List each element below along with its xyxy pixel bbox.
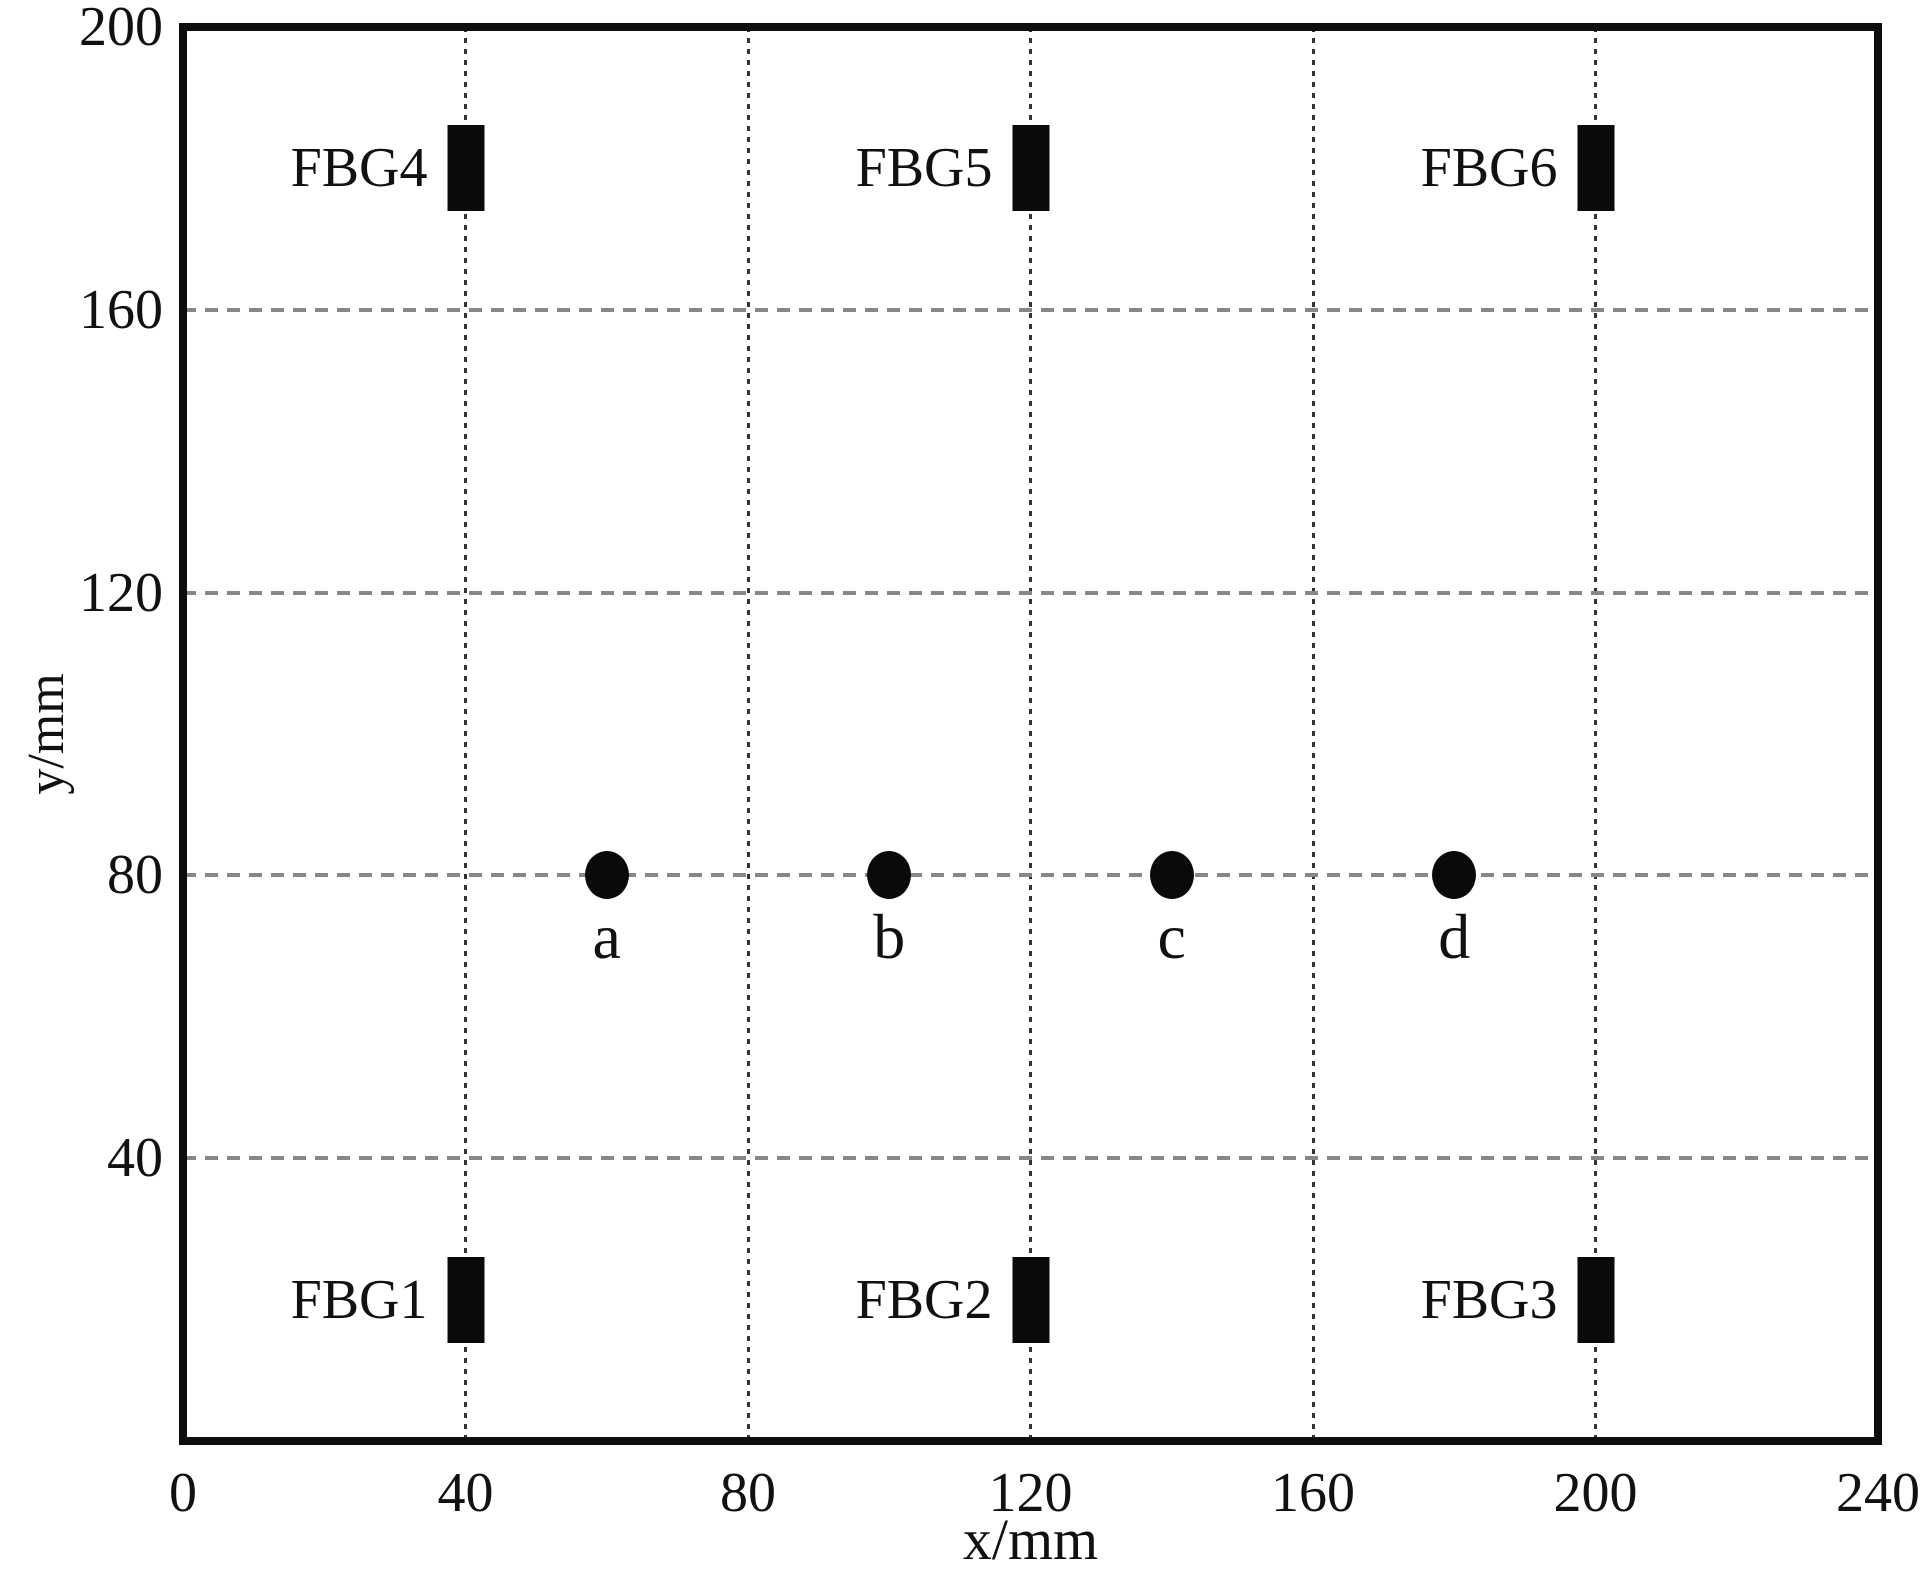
loading-point-label: d [1438,901,1471,973]
horizontal-gridline [183,1156,1878,1161]
loading-point-marker [867,851,912,900]
y-tick-label: 200 [79,0,163,58]
vertical-gridline [1594,27,1597,1441]
vertical-gridline [746,27,750,1441]
x-tick-label: 120 [988,1462,1073,1524]
fbg-sensor-marker [1012,125,1049,212]
x-tick-label: 200 [1553,1462,1638,1524]
fbg-sensor-marker [447,125,484,212]
fbg-sensor-marker [1012,1256,1049,1343]
fbg-sensor-label: FBG1 [290,1268,428,1331]
fbg-sensor-marker [1577,125,1614,212]
x-tick-label: 80 [720,1462,776,1524]
loading-point-marker [584,851,629,900]
fbg-sensor-label: FBG3 [1420,1268,1558,1331]
fbg-sensor-marker [1577,1256,1614,1343]
x-tick-label: 240 [1836,1462,1920,1524]
x-tick-label: 160 [1271,1462,1355,1524]
fbg-sensor-label: FBG2 [855,1268,993,1331]
vertical-gridline [1029,27,1032,1441]
plot-area: x/mm y/mm 0 40 80 120 160 200 240 40 80 120 160 200… [18,0,1920,1569]
horizontal-gridline [183,590,1878,595]
vertical-gridline [1311,27,1315,1441]
horizontal-gridline [183,873,1878,878]
loading-point-label: b [873,901,906,973]
vertical-gridline [464,27,467,1441]
x-axis-title: x/mm [962,1507,1099,1572]
loading-point-marker [1432,851,1477,900]
y-tick-label: 120 [79,561,163,624]
loading-point-marker [1149,851,1194,900]
fbg-sensor-label: FBG4 [290,137,428,200]
loading-point-label: a [592,901,621,973]
y-axis-title: y/mm [18,673,75,795]
fbg-sensor-label: FBG6 [1420,137,1558,200]
fbg-sensor-label: FBG5 [855,137,993,200]
loading-point-label: c [1157,901,1186,973]
x-tick-label: 40 [437,1462,494,1524]
y-tick-label: 80 [107,844,163,907]
fbg-sensor-marker [447,1256,484,1343]
y-tick-label: 40 [107,1127,163,1190]
horizontal-gridline [183,307,1878,312]
x-tick-label: 0 [169,1462,197,1524]
y-tick-label: 160 [79,278,163,341]
